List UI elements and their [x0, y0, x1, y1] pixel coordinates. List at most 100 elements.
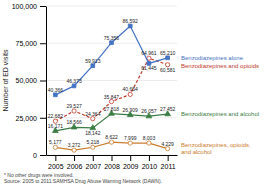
tick-mark [40, 81, 46, 82]
data-label: 24,364 [85, 111, 101, 117]
tick-label: 2011 [161, 163, 176, 170]
tick-label: 2010 [142, 163, 158, 170]
marker [128, 141, 132, 145]
legend-entry: Benzodiazepines alone [181, 55, 244, 61]
data-label: 64,961 [141, 50, 157, 56]
series-line [55, 26, 167, 95]
marker [91, 64, 95, 68]
legend-entry-line: Benzodiazepines and alcohol [181, 111, 259, 117]
marker [128, 24, 132, 28]
grid-line [46, 6, 177, 7]
marker [110, 41, 114, 45]
y-axis-title: Number of ED visits [2, 49, 9, 111]
legend-entry-line: Benzodiazepines alone [181, 55, 244, 61]
data-label: 59,913 [85, 58, 101, 64]
tick-label: 100,000 [12, 3, 37, 10]
tick: 0 [33, 152, 46, 159]
legend-entry-line: Benzodiazepines, opioids, [181, 142, 251, 148]
data-label: 65,210 [160, 50, 176, 56]
tick-mark [40, 43, 46, 44]
legend-entry: Benzodiazepines and alcohol [181, 111, 259, 117]
data-label: 5,177 [49, 139, 62, 145]
marker [72, 84, 76, 88]
plot: 2005200620072008200920102011 0 25,000 50,00… [2, 3, 259, 170]
legend-entry: Benzodiazepines, opioids,and alcohol [181, 142, 251, 155]
tick-label: 50,000 [16, 77, 38, 84]
tick-label: 2009 [123, 163, 139, 170]
data-label: 26,057 [141, 108, 157, 114]
axis-line [46, 7, 47, 156]
data-label: 40,366 [48, 87, 64, 93]
marks [53, 24, 171, 152]
tick-mark [40, 6, 46, 7]
data-label: 18,566 [66, 119, 82, 125]
footnote: * No other drugs were involved.Source: 2… [4, 172, 162, 184]
data-label: 4,229 [161, 141, 174, 147]
marker [109, 99, 113, 103]
tick-label: 2006 [67, 163, 83, 170]
marker [91, 145, 95, 149]
legend-entry-line: Benzodiazepines and opioids [181, 63, 259, 69]
grid-line [46, 117, 177, 118]
footnote-line: Source: 2005 to 2011 SAMHSA Drug Abuse W… [4, 178, 162, 184]
data-label: 35,847 [104, 94, 120, 100]
marker [72, 109, 76, 113]
tick-mark [40, 155, 46, 156]
tick-mark [149, 155, 150, 161]
data-label: 3,272 [68, 142, 81, 148]
tick: 2006 [67, 155, 83, 170]
tick-label: 0 [33, 152, 37, 159]
tick: 75,000 [16, 40, 46, 47]
marker [90, 125, 96, 130]
data-label: 5,218 [87, 139, 100, 145]
marker [128, 92, 132, 96]
data-labels: 40,36646,37359,91375,35686,59261,44565,2… [48, 18, 176, 148]
series [53, 140, 170, 152]
tick-mark [55, 155, 56, 161]
data-label: 27,452 [160, 106, 176, 112]
series [53, 24, 169, 97]
data-label: 75,356 [104, 35, 120, 41]
tick: 2010 [142, 155, 158, 170]
chart: 2005200620072008200920102011 0 25,000 50,00… [0, 0, 272, 185]
data-label: 61,445 [141, 65, 157, 71]
tick-label: 2008 [104, 163, 120, 170]
grid [46, 6, 177, 155]
x-axis: 2005200620072008200920102011 [47, 155, 178, 170]
tick-mark [74, 155, 75, 161]
series-line [55, 58, 167, 121]
data-label: 8,622 [105, 134, 118, 140]
y-axis: 0 25,000 50,000 75,000 100,000 [12, 3, 47, 159]
marker [166, 56, 170, 60]
data-label: 29,527 [66, 103, 82, 109]
tick: 2011 [161, 155, 176, 170]
marker [91, 117, 95, 121]
data-label: 22,682 [48, 113, 64, 119]
data-label: 86,592 [123, 18, 139, 24]
tick: 2005 [48, 155, 64, 170]
data-label: 18,142 [85, 130, 101, 136]
data-label: 40,654 [123, 86, 139, 92]
tick: 25,000 [16, 114, 46, 121]
tick-mark [40, 118, 46, 119]
tick-mark [168, 155, 169, 161]
data-label: 60,581 [160, 67, 176, 73]
series-line [55, 114, 167, 131]
series [53, 56, 170, 123]
marker [53, 145, 57, 149]
legend-entry-line: and alcohol [181, 149, 212, 155]
marker [109, 140, 113, 144]
tick-mark [130, 155, 131, 161]
data-label: 27,818 [104, 106, 120, 112]
tick: 2007 [85, 155, 101, 170]
marker [53, 93, 57, 97]
data-label: 7,999 [124, 135, 137, 141]
data-label: 16,171 [48, 123, 64, 129]
tick: 50,000 [16, 77, 46, 84]
tick-mark [93, 155, 94, 161]
tick: 2008 [104, 155, 120, 170]
marker [166, 147, 170, 151]
marker [72, 148, 76, 152]
tick-label: 25,000 [16, 114, 38, 121]
tick-label: 2005 [48, 163, 64, 170]
